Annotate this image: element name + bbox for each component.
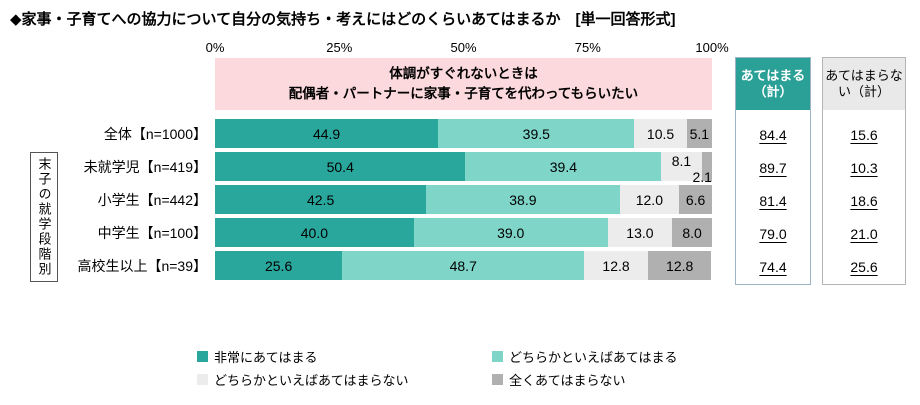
summary-value: 79.0 [759, 225, 787, 242]
legend-label: どちらかといえばあてはまらない [214, 372, 409, 388]
legend-label: 全くあてはまらない [509, 372, 626, 388]
stacked-bar: 40.0 39.0 13.0 8.0 [215, 218, 712, 247]
legend-swatch [492, 373, 503, 385]
legend-swatch [197, 373, 208, 385]
chart-row: 高校生以上【n=39】 25.6 48.7 12.8 12.8 [0, 251, 712, 280]
axis-tick: 0% [205, 40, 225, 55]
bar-segment: 40.0 [215, 218, 414, 247]
bar-value-label: 39.0 [497, 224, 525, 241]
summary-applies-column: あてはまる（計） 84.4 89.7 81.4 79.0 74.4 [735, 57, 811, 285]
bar-value-label: 40.0 [300, 224, 329, 241]
bar-segment: 12.8 [584, 251, 648, 280]
row-label: 小学生【n=442】 [97, 191, 207, 208]
legend-label: どちらかといえばあてはまる [509, 349, 678, 365]
legend-item: 全くあてはまらない [492, 369, 677, 389]
bar-value-label: 39.4 [549, 158, 578, 175]
bar-value-label: 13.0 [626, 224, 654, 241]
summary-value: 81.4 [759, 192, 787, 209]
stacked-bar: 42.5 38.9 12.0 6.6 [215, 185, 712, 214]
question-banner: 体調がすぐれないときは 配偶者・パートナーに家事・子育てを代わってもらいたい [215, 58, 712, 110]
bar-segment: 2.1 [693, 152, 712, 185]
legend-label: 非常にあてはまる [214, 349, 318, 365]
bar-value-label: 44.9 [312, 125, 341, 142]
question-banner-line1: 体調がすぐれないときは [389, 66, 538, 81]
legend-swatch [492, 350, 503, 362]
group-label: 末子の就学段階別 [36, 157, 52, 277]
bar-segment: 25.6 [215, 251, 343, 280]
bar-segment: 50.4 [215, 152, 466, 181]
axis-tick: 100% [695, 40, 729, 55]
summary-not-applies-column: あてはまらない（計） 15.6 10.3 18.6 21.0 25.6 [822, 57, 906, 285]
chart-title: ◆家事・子育てへの協力について自分の気持ち・考えにはどのくらいあてはまるか [単… [10, 11, 676, 28]
bar-segment: 13.0 [607, 218, 673, 247]
not-applies-values: 15.6 10.3 18.6 21.0 25.6 [823, 118, 905, 283]
bar-segment: 42.5 [215, 185, 427, 214]
bar-value-label: 48.7 [449, 257, 477, 274]
bar-value-label: 25.6 [264, 257, 293, 274]
summary-value: 25.6 [850, 258, 878, 275]
bar-rows: 全体【n=1000】 44.9 39.5 10.5 5.1 未就学児【n=419】 50.4… [0, 119, 712, 284]
bar-segment: 48.7 [342, 251, 585, 280]
summary-value: 18.6 [850, 192, 878, 209]
bar-segment: 8.1 [661, 152, 702, 181]
legend-item: どちらかといえばあてはまる [492, 346, 677, 366]
axis-tick: 50% [450, 40, 477, 55]
chart-row: 小学生【n=442】 42.5 38.9 12.0 6.6 [0, 185, 712, 214]
chart-row: 全体【n=1000】 44.9 39.5 10.5 5.1 [0, 119, 712, 148]
legend: 非常にあてはまる どちらかといえばあてはまるどちらかといえばあてはまらない 全くあて… [197, 346, 677, 389]
bar-value-label: 8.0 [682, 224, 702, 241]
bar-segment: 39.0 [413, 218, 608, 247]
summary-value: 15.6 [850, 126, 878, 143]
legend-item: 非常にあてはまる [197, 346, 492, 366]
bar-value-label: 6.6 [685, 191, 706, 208]
bar-segment: 5.1 [686, 119, 712, 148]
axis-tick: 25% [326, 40, 353, 55]
summary-applies-header: あてはまる（計） [736, 58, 810, 110]
chart-row: 中学生【n=100】 40.0 39.0 13.0 8.0 [0, 218, 712, 247]
summary-value: 84.4 [759, 126, 787, 143]
bar-value-label: 50.4 [326, 158, 354, 175]
bar-segment: 39.4 [465, 152, 662, 181]
applies-values: 84.4 89.7 81.4 79.0 74.4 [736, 118, 810, 283]
stacked-bar: 50.4 39.4 8.1 2.1 [215, 152, 712, 185]
bar-value-label: 12.8 [666, 257, 694, 274]
row-label: 未就学児【n=419】 [83, 158, 207, 175]
row-label: 高校生以上【n=39】 [77, 257, 207, 274]
bar-value-label: 5.1 [689, 125, 710, 142]
chart-row: 未就学児【n=419】 50.4 39.4 8.1 2.1 [0, 152, 712, 185]
bar-segment: 10.5 [634, 119, 687, 148]
bar-segment: 6.6 [679, 185, 712, 214]
bar-segment: 44.9 [215, 119, 439, 148]
legend-swatch [197, 350, 208, 362]
x-axis: 0% 25% 50% 75% 100% [206, 40, 729, 56]
bar-value-label: 2.1 [692, 168, 712, 185]
axis-tick: 75% [574, 40, 601, 55]
bar-segment: 12.8 [647, 251, 712, 280]
stacked-bar: 25.6 48.7 12.8 12.8 [215, 251, 712, 280]
summary-not-applies-header: あてはまらない（計） [823, 58, 905, 110]
bar-segment: 8.0 [672, 218, 712, 247]
bar-value-label: 38.9 [509, 191, 537, 208]
stacked-bar: 44.9 39.5 10.5 5.1 [215, 119, 712, 148]
bar-value-label: 42.5 [306, 191, 335, 208]
group-label-box: 末子の就学段階別 [30, 152, 58, 282]
summary-value: 10.3 [850, 159, 878, 176]
row-label: 中学生【n=100】 [97, 224, 207, 241]
question-banner-line2: 配偶者・パートナーに家事・子育てを代わってもらいたい [288, 86, 639, 101]
bar-segment: 39.5 [438, 119, 635, 148]
row-label: 全体【n=1000】 [103, 125, 207, 142]
bar-value-label: 39.5 [522, 125, 550, 142]
bar-value-label: 8.1 [671, 152, 692, 169]
bar-value-label: 10.5 [646, 125, 675, 142]
summary-value: 21.0 [850, 225, 878, 242]
bar-segment: 12.0 [619, 185, 680, 214]
bar-value-label: 12.0 [635, 191, 663, 208]
summary-value: 89.7 [759, 159, 787, 176]
summary-value: 74.4 [759, 258, 787, 275]
bar-value-label: 12.8 [602, 257, 630, 274]
bar-segment: 38.9 [426, 185, 620, 214]
legend-item: どちらかといえばあてはまらない [197, 369, 492, 389]
